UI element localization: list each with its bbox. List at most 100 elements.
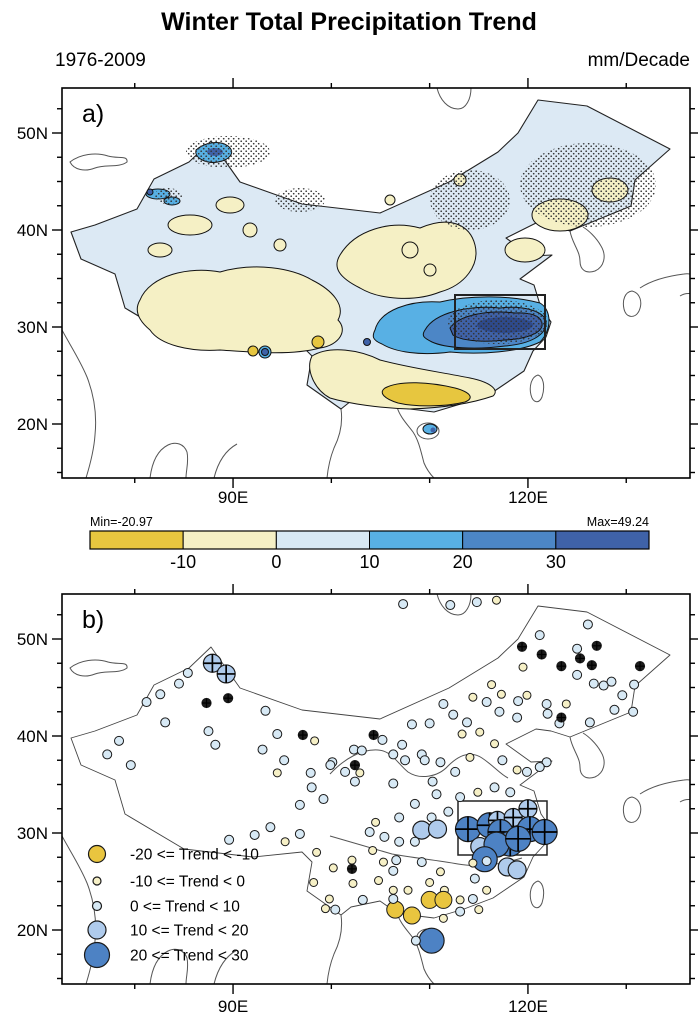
station-marker	[182, 667, 193, 678]
station-marker	[431, 789, 442, 800]
lat-tick-label: 40N	[17, 221, 48, 240]
station-marker	[357, 894, 368, 905]
station-marker	[461, 717, 472, 728]
station-marker	[347, 855, 357, 865]
station-marker	[280, 837, 290, 847]
station-marker	[534, 630, 545, 641]
station-marker	[356, 745, 367, 756]
station-marker	[561, 699, 571, 709]
legend-label: -20 <= Trend < -10	[130, 847, 259, 864]
station-marker	[409, 836, 420, 847]
fill-tibet-cream	[136, 266, 343, 354]
fill-cream-spot-4	[423, 263, 437, 277]
panel-a-frame	[61, 87, 691, 479]
station-marker	[513, 696, 524, 707]
legend-label: 20 <= Trend < 30	[130, 948, 249, 965]
station-marker	[489, 782, 500, 793]
station-marker	[606, 676, 617, 687]
station-marker	[312, 847, 322, 857]
station-marker	[455, 895, 465, 905]
station-marker	[541, 698, 552, 709]
station-marker	[445, 600, 456, 611]
panel-b-legend: -20 <= Trend < -10 -10 <= Trend < 0 0 <= T…	[83, 844, 259, 969]
station-marker	[584, 717, 595, 728]
station-marker	[482, 885, 492, 895]
station-marker	[496, 689, 506, 699]
station-marker	[394, 812, 405, 823]
station-marker	[512, 765, 522, 775]
fill-cream-spot-1	[242, 222, 258, 238]
station-marker	[487, 680, 497, 690]
station-marker	[294, 828, 305, 839]
station-marker	[448, 709, 459, 720]
station-marker	[318, 794, 329, 805]
station-marker	[397, 739, 408, 750]
colorbar-segment	[462, 530, 557, 550]
station-marker	[609, 704, 620, 715]
station-marker	[629, 679, 640, 690]
station-marker	[572, 643, 583, 654]
station-marker	[155, 689, 166, 700]
station-marker	[325, 760, 336, 771]
station-marker	[324, 894, 334, 904]
colorbar-segment	[369, 530, 464, 550]
legend-label: 10 <= Trend < 20	[130, 923, 249, 940]
station-marker	[465, 752, 475, 762]
station-marker	[173, 678, 184, 689]
colorbar-segment	[275, 530, 371, 550]
station-marker	[224, 834, 235, 845]
colorbar-tick-label: 0	[271, 552, 281, 572]
panel-b-frame	[61, 593, 691, 985]
panel-b: 20N 30N 40N 50N 90E 120E b) -20 <= Trend < -1…	[17, 584, 698, 1016]
station-marker	[481, 856, 492, 867]
station-marker	[494, 706, 505, 717]
station-marker	[512, 712, 523, 723]
station-marker	[141, 697, 152, 708]
station-marker	[582, 619, 593, 630]
station-marker	[330, 904, 341, 915]
station-marker	[377, 734, 388, 745]
station-marker	[541, 757, 552, 768]
station-marker	[272, 768, 282, 778]
station-marker	[125, 760, 136, 771]
station-marker	[210, 739, 221, 750]
lat-tick-label: 20N	[17, 415, 48, 434]
station-marker	[257, 744, 268, 755]
fill-navy-dot-2	[261, 348, 269, 356]
station-marker	[505, 787, 516, 798]
colorbar-min-label: Min=-20.97	[90, 515, 153, 529]
fill-gold-spot-1	[311, 335, 325, 349]
station-marker	[572, 669, 583, 680]
legend-swatch-circle	[87, 920, 107, 940]
station-marker	[388, 885, 398, 895]
station-marker	[455, 792, 466, 803]
fill-central-cream	[336, 221, 477, 299]
station-marker	[400, 755, 411, 766]
station-marker	[490, 739, 500, 749]
station-marker	[348, 878, 358, 888]
station-marker	[455, 906, 466, 917]
station-marker	[491, 595, 501, 605]
station-marker	[468, 692, 478, 702]
fill-ne-cream-3	[504, 237, 546, 263]
legend-label: 0 <= Trend < 10	[130, 899, 240, 916]
station-marker	[349, 776, 360, 787]
fill-cream-spot-3	[401, 241, 419, 259]
station-marker	[469, 873, 480, 884]
station-markers	[102, 595, 646, 954]
colorbar-tick-label: 30	[546, 552, 566, 572]
colorbar-tick-label: -10	[170, 552, 196, 572]
station-marker	[388, 865, 399, 876]
panel-a: 20N 30N 40N 50N 90E 120E a)	[17, 78, 698, 507]
fill-xj-cream-2	[215, 196, 245, 214]
panel-b-ticks: 20N 30N 40N 50N 90E 120E	[17, 584, 698, 1016]
stipple-overlays	[154, 136, 656, 344]
legend-swatch-circle	[83, 941, 111, 969]
colorbar-tick-label: 10	[359, 552, 379, 572]
station-marker	[450, 766, 461, 777]
yellow-river	[329, 749, 509, 779]
lon-tick-label: 120E	[508, 997, 548, 1016]
colorbar: Min=-20.97 Max=49.24 -10 0 10 20 30	[89, 515, 650, 572]
